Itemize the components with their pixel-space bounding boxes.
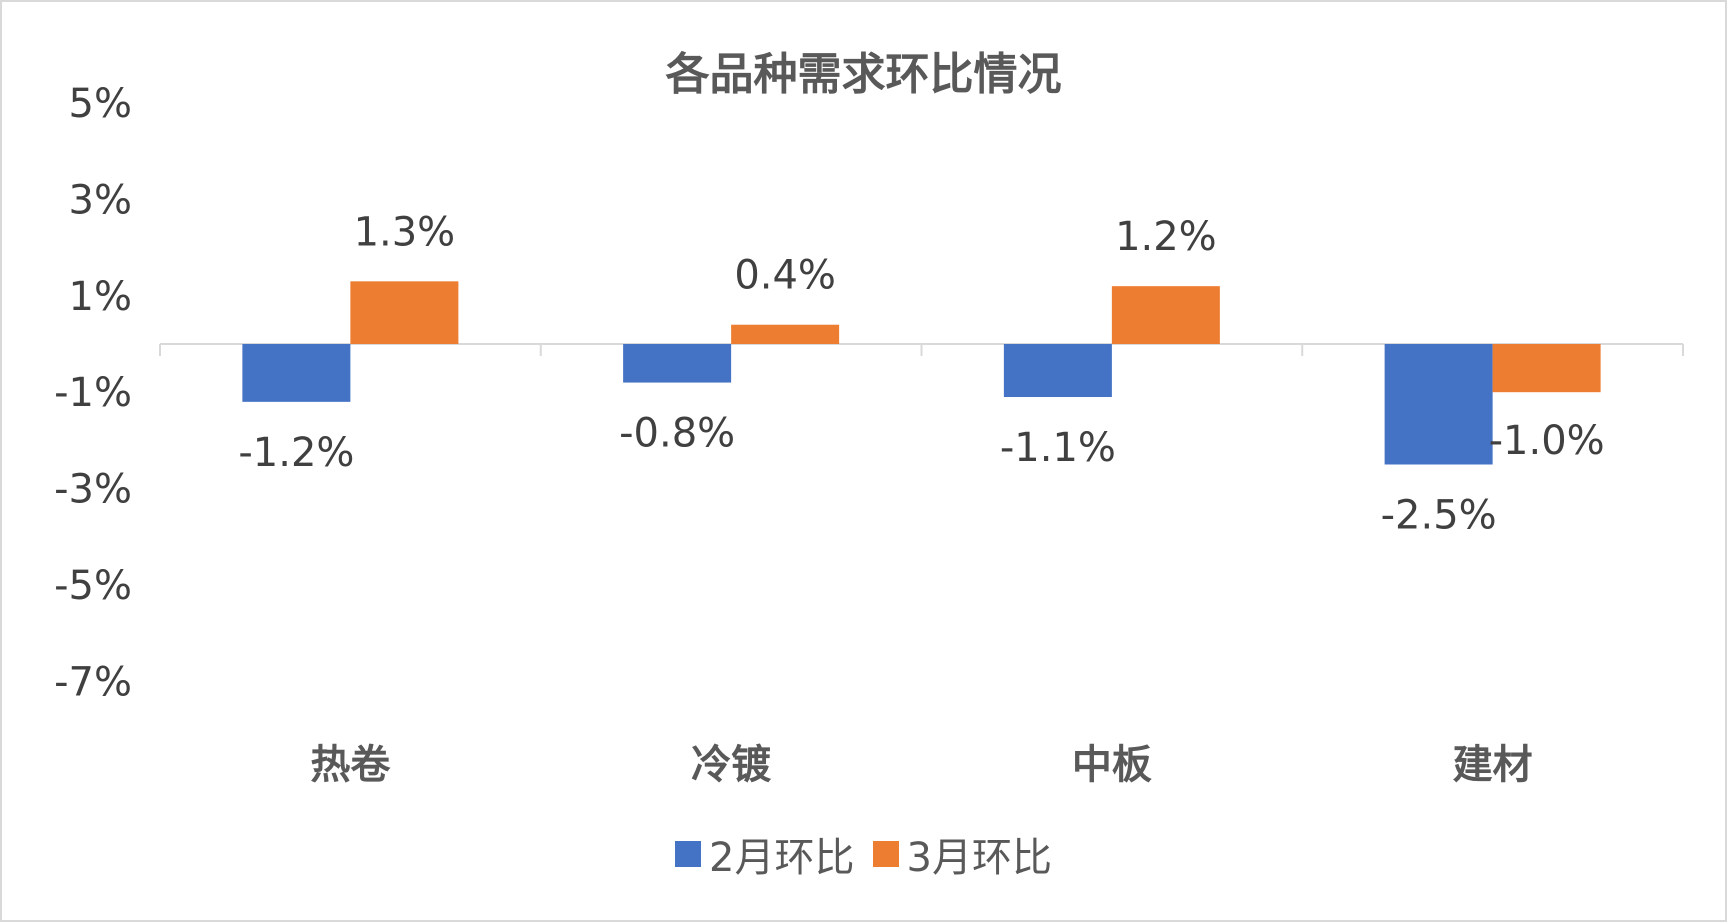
legend-label-mar: 3月环比	[906, 835, 1052, 881]
bar	[731, 324, 840, 344]
y-tick-label: 5%	[69, 81, 132, 127]
legend-item-feb: 2月环比	[675, 825, 855, 883]
y-tick-label: 1%	[69, 274, 132, 320]
y-tick-label: -1%	[54, 370, 132, 416]
y-tick-label: -3%	[54, 467, 132, 513]
y-tick-label: -7%	[54, 659, 132, 705]
data-label: -0.8%	[619, 411, 735, 457]
data-label: 1.3%	[354, 209, 456, 255]
data-label: -1.2%	[238, 430, 354, 476]
y-tick-label: 3%	[69, 177, 132, 223]
data-label: -1.1%	[1000, 425, 1116, 471]
bar	[1492, 344, 1601, 393]
chart-title: 各品种需求环比情况	[665, 49, 1062, 100]
data-label: 1.2%	[1115, 214, 1217, 260]
data-label: -2.5%	[1381, 493, 1497, 539]
bar	[242, 344, 351, 402]
category-label: 中板	[1072, 742, 1152, 788]
data-label: -1.0%	[1489, 418, 1605, 464]
y-tick-label: -5%	[54, 563, 132, 609]
legend-label-feb: 2月环比	[709, 835, 855, 881]
bar	[1111, 286, 1220, 344]
category-label: 冷镀	[691, 742, 772, 788]
legend-swatch-mar	[872, 841, 899, 867]
legend-swatch-feb	[675, 841, 702, 867]
legend-item-mar: 3月环比	[872, 825, 1052, 883]
data-label: 0.4%	[734, 253, 836, 299]
bar	[350, 281, 459, 344]
bar	[1003, 344, 1112, 398]
bar	[623, 344, 732, 383]
category-label: 热卷	[310, 742, 391, 788]
legend: 2月环比 3月环比	[0, 825, 1727, 883]
category-label: 建材	[1453, 742, 1533, 788]
bar	[1384, 344, 1493, 465]
